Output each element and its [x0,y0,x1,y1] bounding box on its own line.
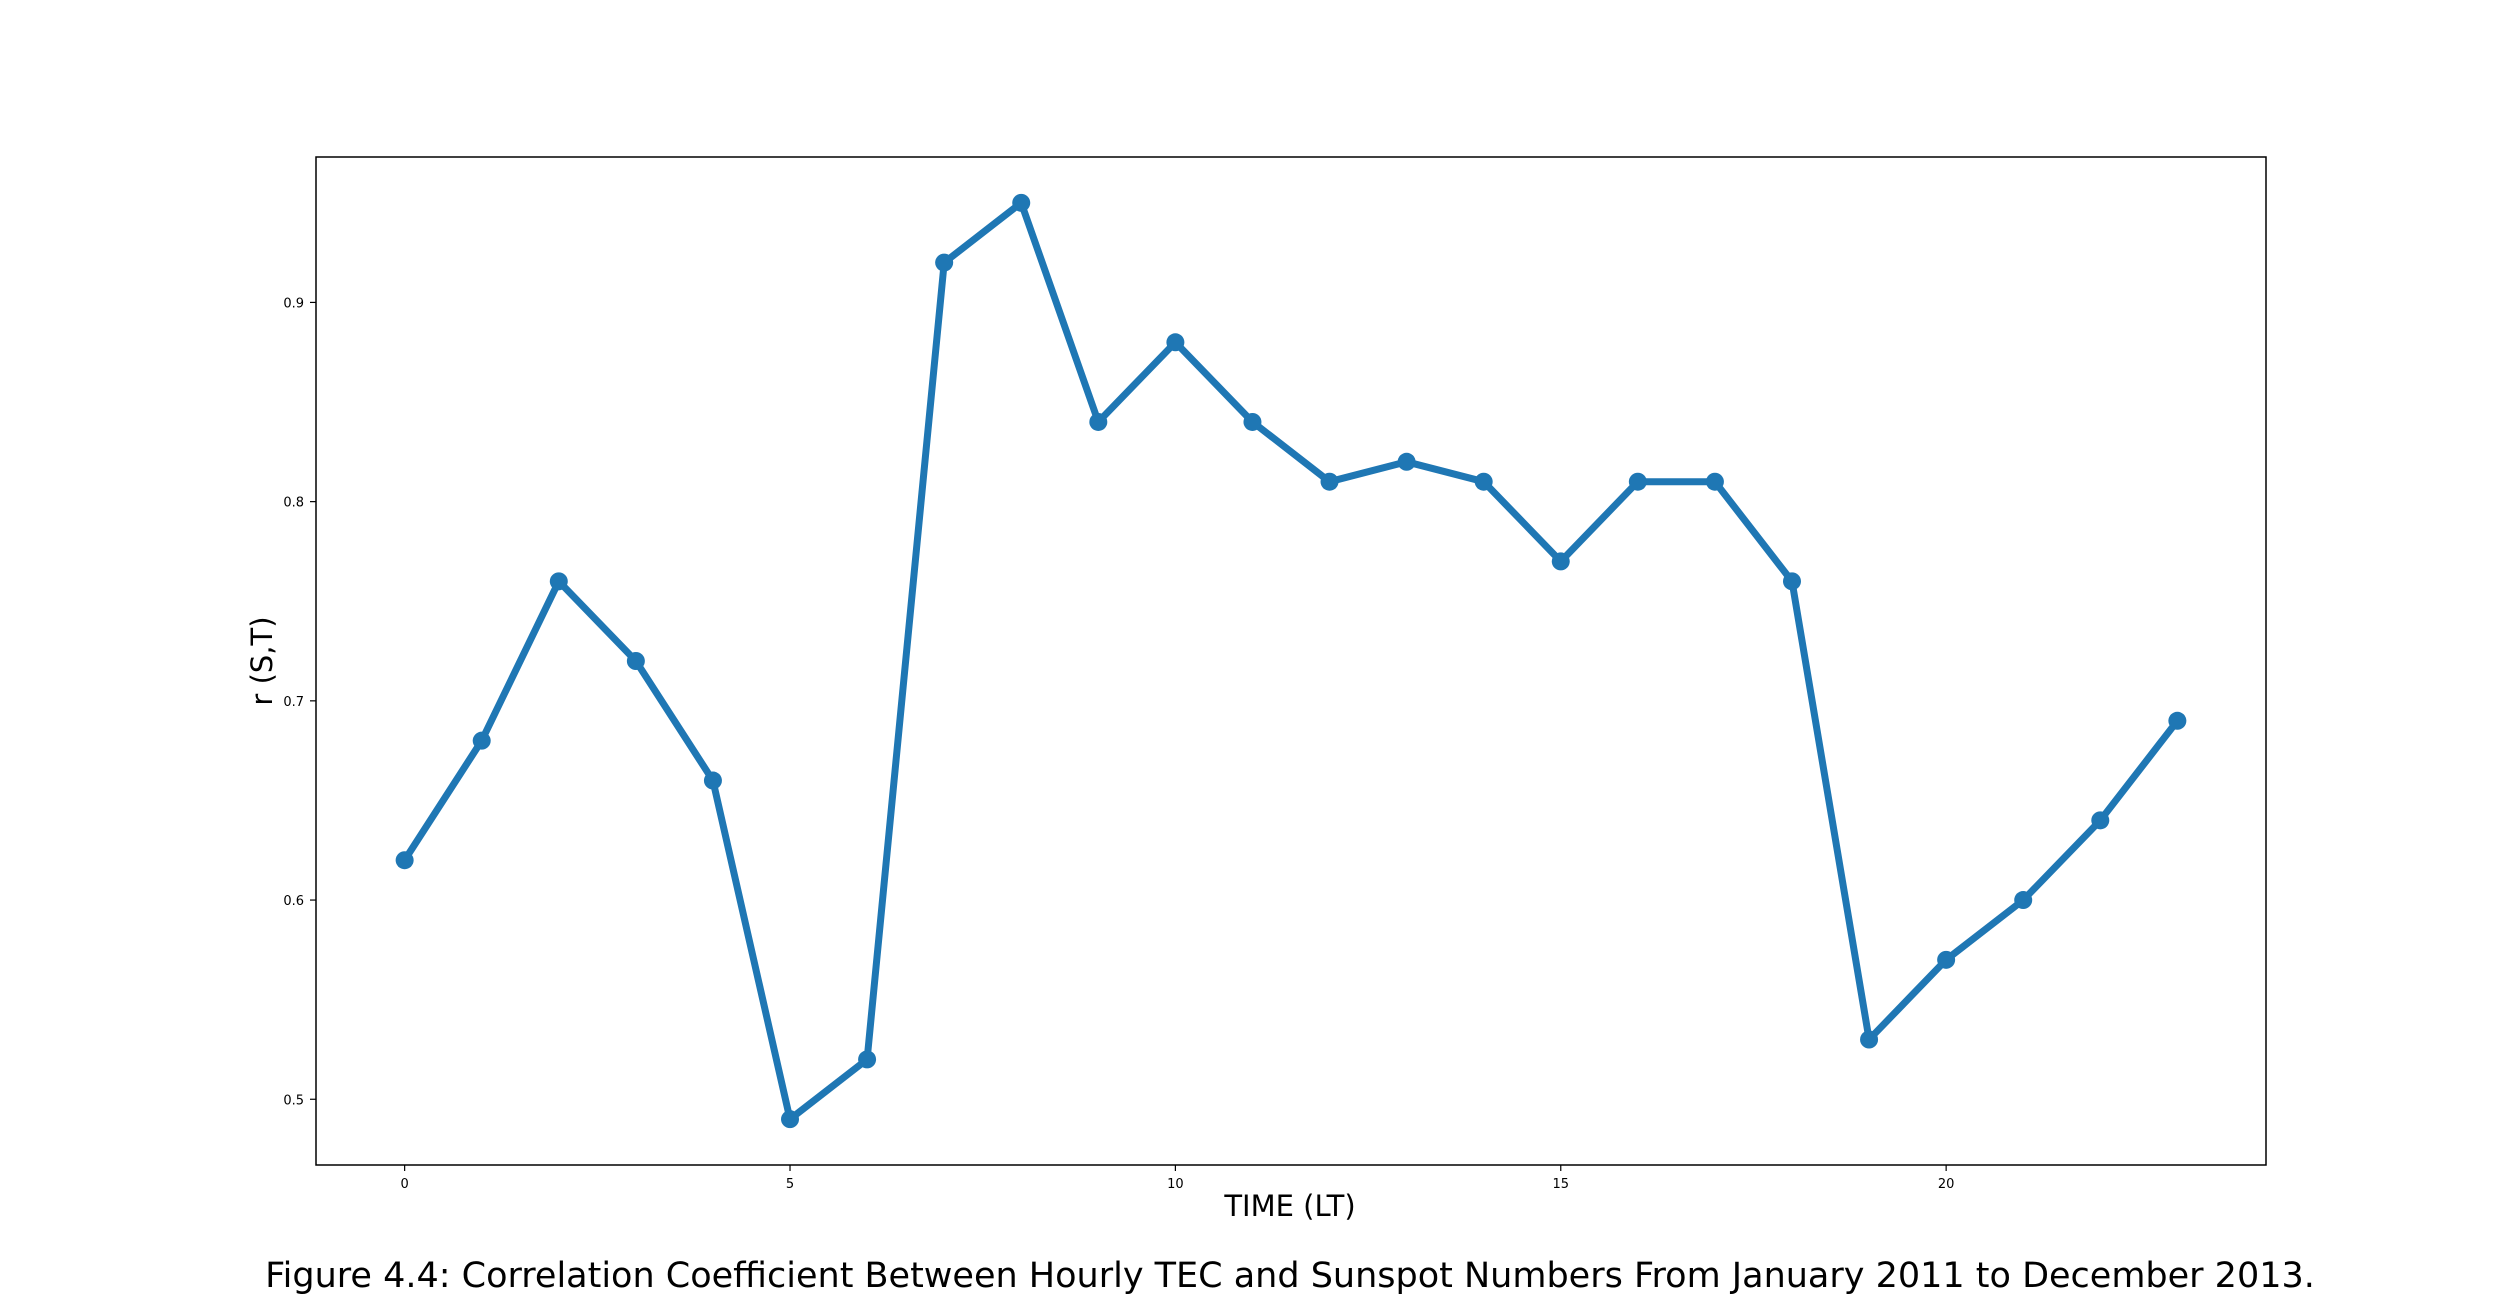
data-point [626,652,645,670]
ticks: 0 5 10 15 20 0.5 0.6 0.7 0.8 0.9 [283,296,1954,1192]
series-line [395,193,2187,1129]
data-point [2091,811,2110,830]
y-tick-label: 0.6 [283,894,304,909]
x-axis-label: TIME (LT) [1223,1189,1355,1223]
data-point [1243,412,1262,431]
x-tick-label: 0 [400,1177,408,1192]
y-tick-label: 0.7 [283,695,304,710]
data-point [935,253,954,272]
y-tick-label: 0.8 [283,496,304,511]
data-point [1782,572,1801,591]
x-tick-label: 5 [786,1177,794,1192]
y-tick-label: 0.9 [283,296,304,311]
data-point [1937,950,1956,969]
data-point [395,851,414,870]
series-path [401,199,2181,1123]
figure-caption: Figure 4.4: Correlation Coefficient Betw… [265,1256,2315,1296]
data-point [2014,891,2033,910]
data-point [858,1050,877,1069]
x-tick-label: 15 [1552,1177,1569,1192]
data-point [472,731,491,750]
data-point [703,771,722,790]
data-point [781,1110,800,1129]
data-point [1551,552,1570,571]
data-point [1705,472,1724,491]
data-point [1628,472,1647,491]
data-point [1860,1030,1879,1049]
data-point [1397,452,1416,471]
y-tick-label: 0.5 [283,1093,304,1108]
data-point [549,572,568,591]
data-point [1166,333,1185,352]
x-tick-label: 10 [1167,1177,1184,1192]
data-point [1089,412,1108,431]
plot-frame [315,156,2267,1166]
y-axis-label: r (S,T) [245,616,279,705]
x-tick-label: 20 [1938,1177,1955,1192]
data-point [1012,193,1031,212]
data-point [1320,472,1339,491]
data-point [1474,472,1493,491]
data-point [2168,711,2187,730]
